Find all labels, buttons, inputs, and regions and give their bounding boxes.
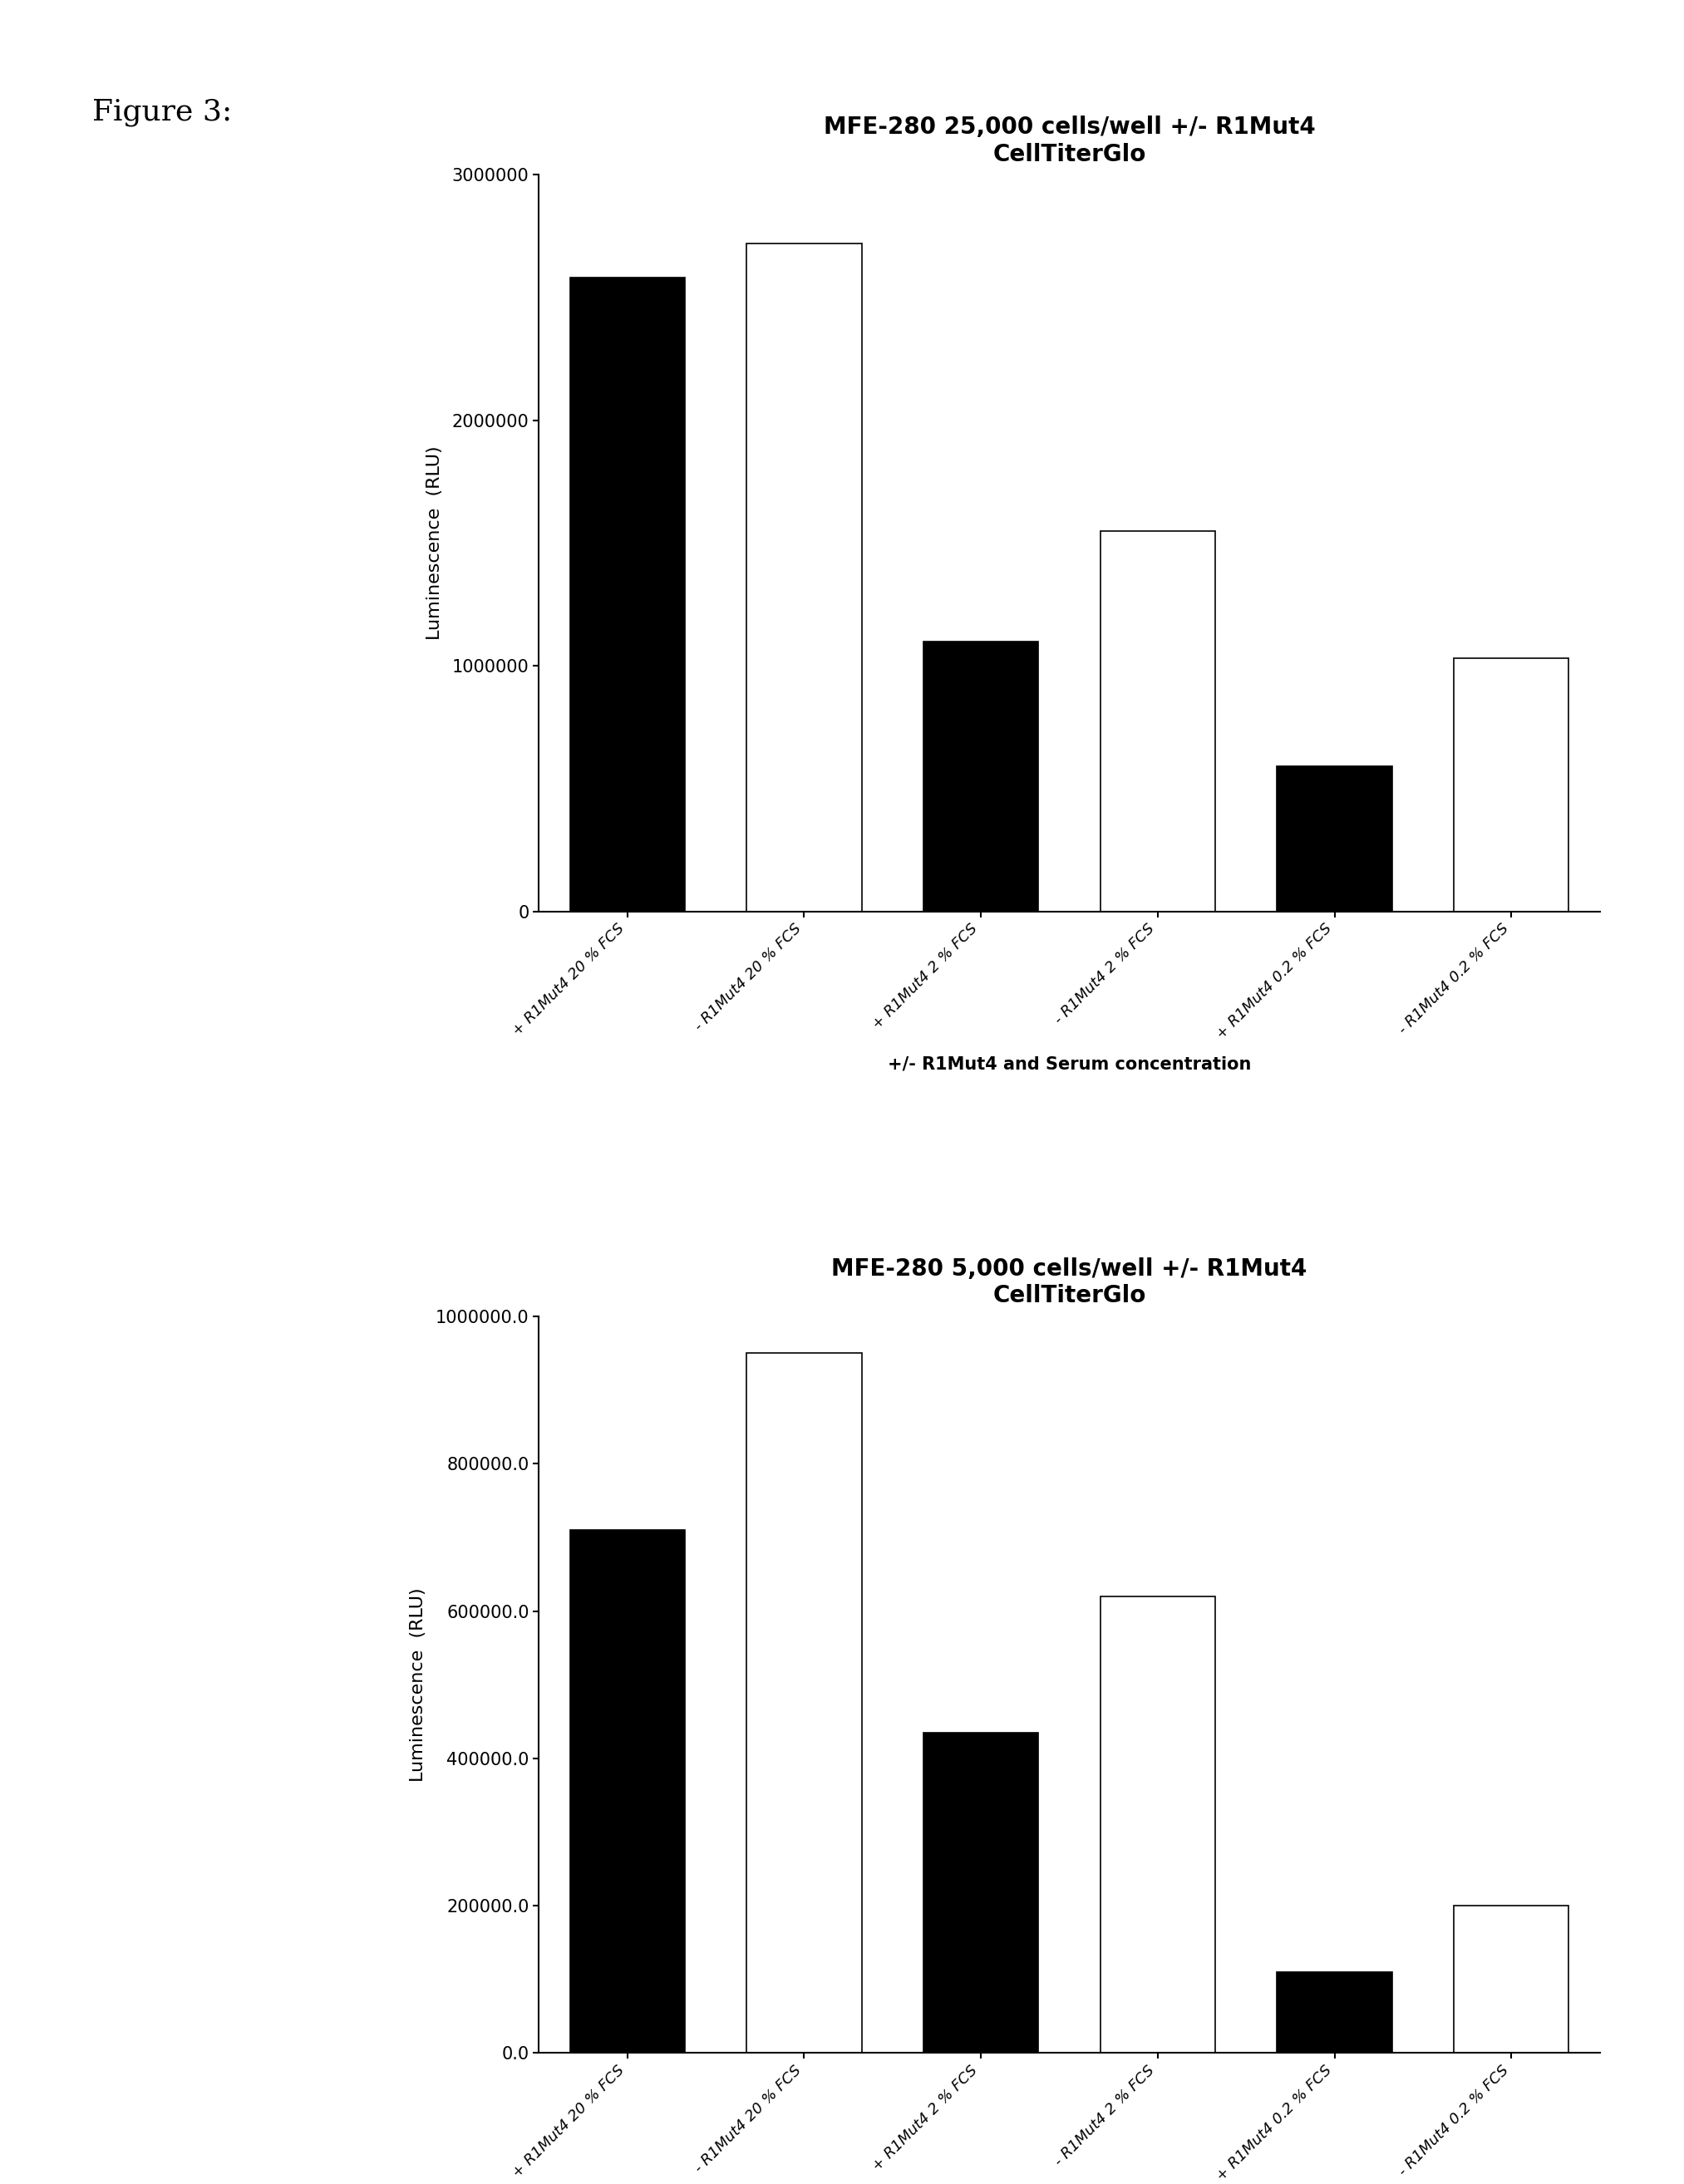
Bar [746, 242, 862, 911]
Bar [746, 1354, 862, 2053]
Title: MFE-280 5,000 cells/well +/- R1Mut4
CellTiterGlo: MFE-280 5,000 cells/well +/- R1Mut4 Cell… [832, 1258, 1307, 1308]
Bar [1100, 531, 1216, 911]
Bar [923, 1732, 1039, 2053]
Bar [1453, 657, 1569, 911]
Bar [569, 1531, 685, 2053]
X-axis label: +/- R1Mut4 and Serum concentration: +/- R1Mut4 and Serum concentration [887, 1057, 1251, 1072]
Y-axis label: Luminescence  (RLU): Luminescence (RLU) [426, 446, 443, 640]
Y-axis label: Luminescence  (RLU): Luminescence (RLU) [409, 1588, 426, 1782]
Bar [1276, 1972, 1393, 2053]
Bar [923, 642, 1039, 911]
Text: Figure 3:: Figure 3: [93, 98, 232, 127]
Bar [1100, 1597, 1216, 2053]
Bar [1276, 767, 1393, 911]
Title: MFE-280 25,000 cells/well +/- R1Mut4
CellTiterGlo: MFE-280 25,000 cells/well +/- R1Mut4 Cel… [823, 116, 1315, 166]
Bar [569, 277, 685, 911]
Bar [1453, 1907, 1569, 2053]
